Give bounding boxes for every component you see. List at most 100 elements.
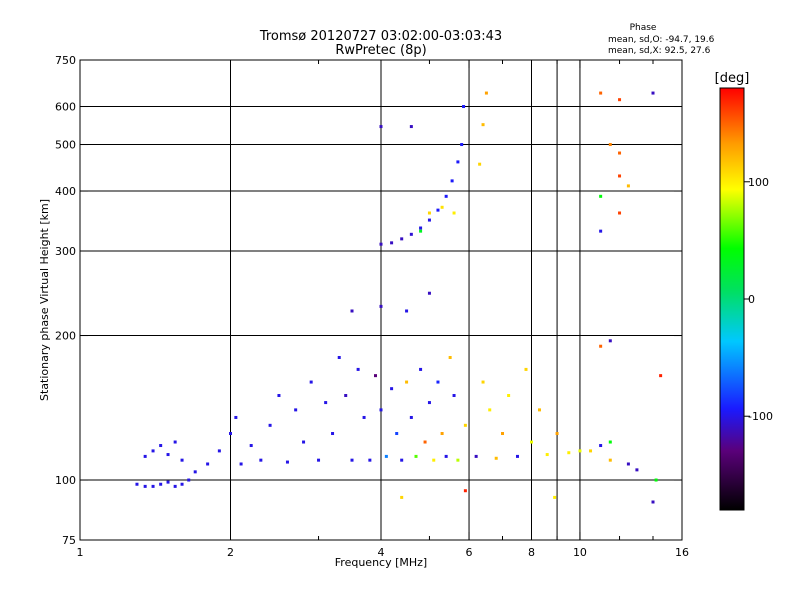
data-point [180, 458, 184, 462]
data-point [440, 432, 444, 436]
data-point [324, 401, 328, 405]
data-point [444, 454, 448, 458]
data-point [302, 440, 306, 444]
data-point [654, 478, 658, 482]
data-point [180, 482, 184, 486]
data-point [578, 449, 582, 453]
data-point [249, 444, 253, 448]
data-point [173, 440, 177, 444]
data-point [599, 344, 603, 348]
data-point [481, 380, 485, 384]
data-point [350, 458, 354, 462]
data-point [484, 91, 488, 95]
phase-stats-x: mean, sd,X: 92.5, 27.6 [608, 46, 711, 56]
data-point [234, 415, 238, 419]
y-tick-label: 500 [55, 139, 76, 152]
y-tick-label: 100 [55, 474, 76, 487]
data-point [659, 374, 663, 378]
data-point [285, 460, 289, 464]
data-point [229, 432, 232, 436]
data-point [432, 458, 436, 462]
data-point [379, 125, 383, 129]
data-point [427, 401, 431, 405]
data-point [599, 91, 603, 95]
data-point [501, 432, 505, 436]
data-point [331, 432, 335, 436]
data-point [362, 415, 366, 419]
data-point [507, 394, 511, 398]
data-point [419, 367, 423, 371]
x-axis-label: Frequency [MHz] [335, 556, 427, 569]
data-point [599, 444, 603, 448]
y-tick-label: 750 [55, 54, 76, 67]
data-point [553, 495, 557, 499]
y-tick-label: 300 [55, 245, 76, 258]
data-point [409, 415, 413, 419]
chart-subtitle: RwPretec (8p) [335, 43, 426, 58]
y-tick-label: 600 [55, 101, 76, 114]
data-point [524, 367, 528, 371]
colorbar-label: [deg] [715, 71, 750, 86]
chart-title: Tromsø 20120727 03:02:00-03:03:43 [259, 29, 502, 44]
data-point [159, 482, 163, 486]
data-point [635, 468, 639, 472]
data-point [379, 408, 383, 412]
data-point [427, 211, 431, 215]
data-point [427, 218, 431, 222]
grid-layer [80, 60, 682, 540]
data-point [405, 309, 409, 313]
data-point [567, 451, 571, 455]
y-tick-label: 200 [55, 330, 76, 343]
y-axis-ticks: 75 100 200 300 400 500 600 750 [55, 54, 682, 547]
data-point [409, 232, 413, 236]
data-point [374, 374, 378, 378]
data-point [608, 143, 612, 147]
data-point [166, 480, 170, 484]
data-point [173, 484, 177, 488]
data-point [309, 380, 313, 384]
data-point [409, 125, 413, 129]
data-point [143, 454, 147, 458]
data-point [481, 123, 485, 127]
data-point [317, 458, 321, 462]
data-point [400, 458, 404, 462]
data-point [530, 440, 533, 444]
data-point [618, 211, 622, 215]
x-tick-label: 10 [573, 546, 587, 559]
data-point [537, 408, 541, 412]
data-point [159, 444, 163, 448]
colorbar-tick-label: 0 [748, 293, 755, 306]
data-point [488, 408, 492, 412]
data-point [294, 408, 298, 412]
data-points [135, 91, 663, 504]
data-point [626, 462, 630, 466]
data-point [206, 462, 210, 466]
data-point [400, 237, 404, 241]
x-tick-label: 6 [466, 546, 473, 559]
data-point [651, 500, 655, 504]
data-point [419, 229, 423, 233]
data-point [143, 484, 147, 488]
data-point [390, 241, 394, 245]
data-point [452, 394, 456, 398]
data-point [452, 211, 456, 215]
data-point [395, 432, 399, 436]
colorbar [719, 87, 745, 511]
data-point [545, 453, 549, 457]
x-tick-label: 4 [378, 546, 385, 559]
x-tick-label: 2 [227, 546, 234, 559]
data-point [193, 470, 197, 474]
data-point [390, 387, 394, 391]
x-tick-label: 16 [675, 546, 689, 559]
data-point [277, 394, 281, 398]
data-point [368, 458, 372, 462]
data-point [589, 449, 593, 453]
data-point [384, 454, 388, 458]
data-point [268, 423, 272, 427]
data-point [379, 304, 383, 308]
colorbar-ticks: 100 0 -100 [744, 176, 773, 423]
data-point [151, 449, 155, 453]
data-point [135, 482, 139, 486]
data-point [440, 205, 444, 209]
